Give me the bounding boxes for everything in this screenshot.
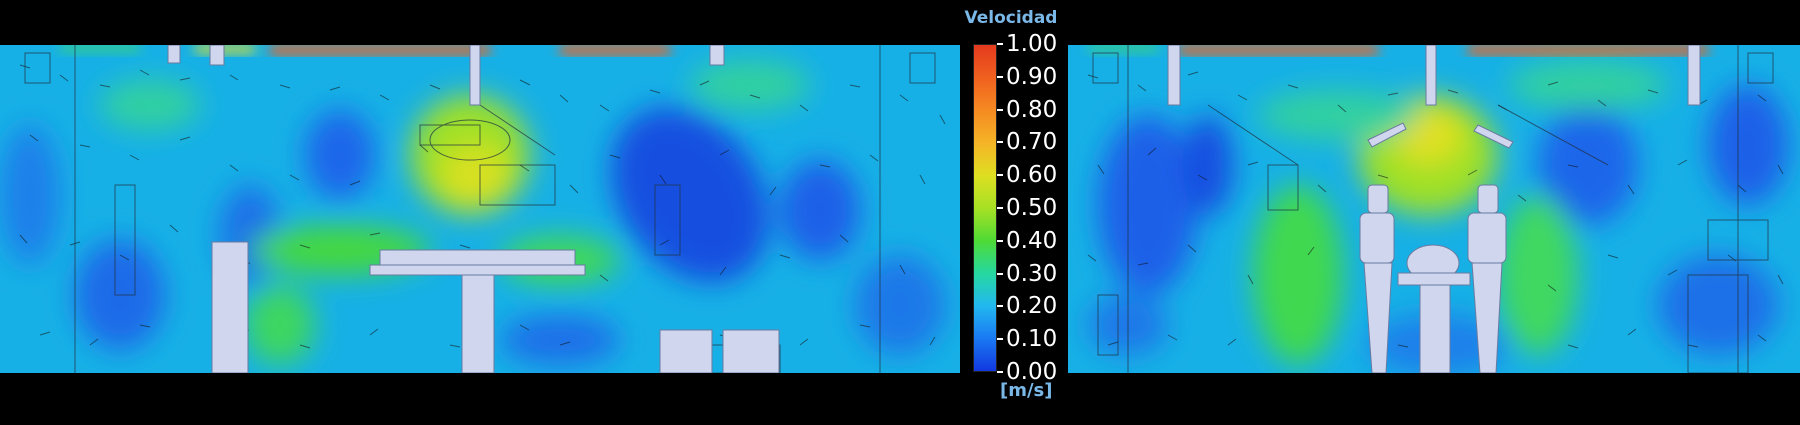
legend-title: Velocidad: [964, 8, 1058, 28]
colorbar-tick-label: 0.90: [1006, 63, 1058, 90]
colorbar-tick-mark: [997, 141, 1003, 144]
colorbar-tick-mark: [997, 75, 1003, 78]
light-panel-right: [1473, 124, 1514, 149]
cabinet-1: [659, 329, 713, 373]
ceiling-jets: [1088, 45, 1708, 55]
ceiling-diffuser-3: [709, 45, 725, 66]
table-pedestal: [461, 274, 495, 373]
legend-unit: [m/s]: [1000, 380, 1053, 401]
left-velocity-field: [0, 45, 960, 373]
colorbar-tick-mark: [997, 338, 1003, 341]
colorbar-tick-label: 0.20: [1006, 293, 1058, 320]
right-velocity-field: [1068, 45, 1800, 373]
colorbar-tick-mark: [997, 174, 1003, 177]
equipment: [167, 45, 780, 373]
colorbar-tick-label: 0.40: [1006, 227, 1058, 254]
surgical-light-arm: [469, 45, 481, 106]
surgeon-left-legs: [1363, 262, 1393, 373]
flow-arrows: [1087, 71, 1784, 349]
ceiling-light-center: [1425, 45, 1437, 106]
surgeon-right-legs: [1471, 262, 1503, 373]
table-top: [1397, 272, 1471, 286]
ceiling-light-left: [1167, 45, 1181, 106]
ceiling-light-right: [1687, 45, 1701, 106]
surgeon-right-head: [1477, 184, 1499, 214]
colorbar-tick-label: 0.50: [1006, 195, 1058, 221]
velocity-colorbar: [973, 44, 997, 372]
colorbar-tick-label: 1.00: [1006, 31, 1058, 57]
colorbar-tick-mark: [997, 272, 1003, 275]
colorbar-tick-label: 0.80: [1006, 96, 1058, 123]
cabinet-2: [722, 329, 780, 373]
surgeon-left-head: [1367, 184, 1389, 214]
colorbar-tick-label: 0.60: [1006, 162, 1058, 189]
ceiling-diffuser-1: [167, 45, 181, 64]
surgeon-right-torso: [1467, 212, 1507, 264]
light-panel-left: [1367, 122, 1407, 148]
colorbar-tick-label: 0.70: [1006, 129, 1058, 156]
equipment: [1167, 45, 1701, 373]
ceiling-jets: [60, 45, 670, 55]
column-left: [211, 241, 249, 373]
surgeon-left-torso: [1359, 212, 1395, 264]
ceiling-diffuser-2: [209, 45, 225, 66]
colorbar-tick-label: 0.30: [1006, 260, 1058, 287]
table-pedestal: [1419, 284, 1451, 373]
colorbar-tick-label: 0.00: [1006, 359, 1058, 385]
room-outlines: [1092, 45, 1774, 373]
right-field-svg: [1068, 45, 1800, 373]
colorbar-tick-mark: [997, 239, 1003, 242]
colorbar-tick-mark: [997, 305, 1003, 308]
colorbar-tick-mark: [997, 371, 1003, 373]
colorbar-tick-mark: [997, 108, 1003, 111]
colorbar-tick-label: 0.10: [1006, 326, 1058, 353]
colorbar-tick-mark: [997, 207, 1003, 209]
colorbar-tick-mark: [997, 43, 1003, 45]
left-field-svg: [0, 45, 960, 373]
operating-table-base: [369, 264, 586, 276]
